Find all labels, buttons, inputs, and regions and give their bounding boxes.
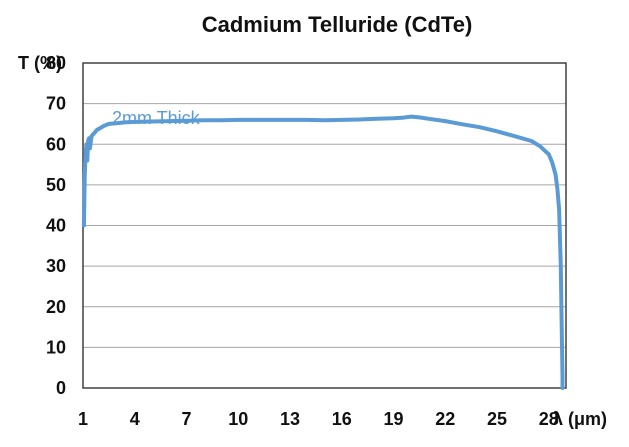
series-label: 2mm Thick bbox=[112, 108, 201, 128]
x-tick-label: 22 bbox=[435, 409, 455, 429]
x-tick-label: 28 bbox=[539, 409, 559, 429]
y-tick-label: 50 bbox=[46, 175, 66, 195]
y-tick-label: 70 bbox=[46, 94, 66, 114]
x-tick-label: 13 bbox=[280, 409, 300, 429]
y-tick-label: 30 bbox=[46, 256, 66, 276]
x-tick-label: 7 bbox=[181, 409, 191, 429]
y-tick-label: 80 bbox=[46, 53, 66, 73]
y-tick-label: 40 bbox=[46, 216, 66, 236]
x-tick-label: 16 bbox=[332, 409, 352, 429]
series-layer bbox=[81, 114, 565, 390]
series-line-0 bbox=[81, 114, 565, 390]
x-tick-label: 19 bbox=[383, 409, 403, 429]
x-axis-label: λ (μm) bbox=[553, 409, 607, 429]
x-tick-label: 10 bbox=[228, 409, 248, 429]
y-tick-label: 20 bbox=[46, 297, 66, 317]
y-tick-label: 60 bbox=[46, 134, 66, 154]
y-tick-label: 10 bbox=[46, 337, 66, 357]
y-axis-label: T (%) bbox=[18, 53, 62, 73]
grid-layer bbox=[83, 62, 566, 348]
y-tick-label: 0 bbox=[56, 378, 66, 398]
x-tick-label: 4 bbox=[130, 409, 140, 429]
x-tick-label: 1 bbox=[78, 409, 88, 429]
tick-labels: 0 10 20 30 40 50 60 70 80 1 4 7 10 13 16 19 22 25 28 bbox=[46, 53, 559, 429]
x-tick-label: 25 bbox=[487, 409, 507, 429]
chart-title: Cadmium Telluride (CdTe) bbox=[202, 12, 473, 37]
